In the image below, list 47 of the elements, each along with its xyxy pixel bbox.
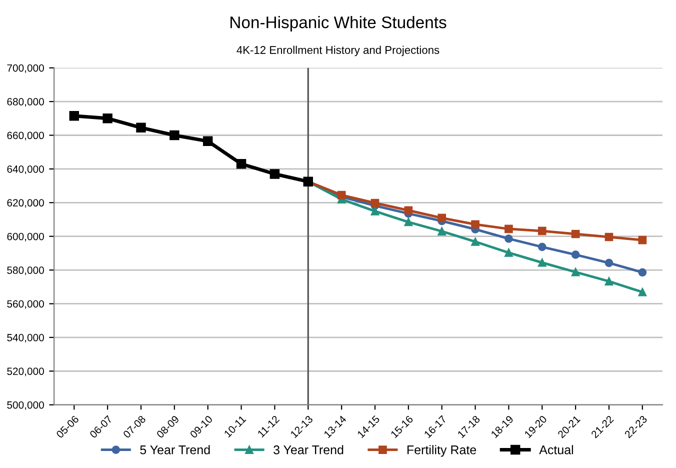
point [538, 258, 546, 267]
y-tick-label: 500,000 [7, 401, 44, 410]
y-tick-label: 540,000 [7, 334, 44, 343]
legend-label: 5 Year Trend [140, 445, 210, 454]
point [571, 268, 580, 276]
point [270, 169, 280, 179]
point [471, 238, 480, 246]
chart-subtitle: 4K-12 Enrollment History and Projections [236, 46, 440, 56]
point [604, 277, 614, 286]
point [69, 111, 79, 121]
y-tick-label: 660,000 [7, 132, 44, 140]
point [538, 226, 546, 236]
point [571, 250, 580, 259]
point [504, 224, 513, 234]
point [370, 207, 380, 216]
point [471, 220, 480, 229]
point [404, 206, 413, 215]
point [638, 236, 647, 244]
point [202, 136, 213, 146]
y-tick-label: 600,000 [7, 232, 44, 242]
y-tick-label: 680,000 [7, 98, 44, 107]
legend-label: Fertility Rate [407, 445, 476, 457]
y-tick-label: 580,000 [7, 266, 44, 276]
point [571, 230, 580, 238]
point [438, 227, 446, 236]
point [370, 198, 380, 208]
point [136, 122, 146, 133]
chart-title: Non-Hispanic White Students [230, 16, 446, 32]
point [170, 130, 180, 140]
legend-label: Actual [539, 445, 574, 454]
y-tick-label: 620,000 [7, 199, 44, 208]
point [638, 268, 647, 277]
y-tick-label: 560,000 [7, 300, 44, 309]
point [438, 214, 446, 222]
point [404, 218, 413, 226]
point [604, 232, 614, 242]
y-tick-label: 640,000 [7, 165, 44, 174]
point [102, 114, 112, 124]
point [604, 258, 614, 268]
point [638, 288, 647, 296]
y-tick-label: 700,000 [7, 64, 44, 73]
point [538, 242, 546, 252]
legend-label: 3 Year Trend [274, 445, 344, 454]
point [504, 248, 513, 257]
point [504, 234, 513, 243]
point [236, 159, 246, 169]
y-tick-label: 520,000 [7, 368, 44, 376]
